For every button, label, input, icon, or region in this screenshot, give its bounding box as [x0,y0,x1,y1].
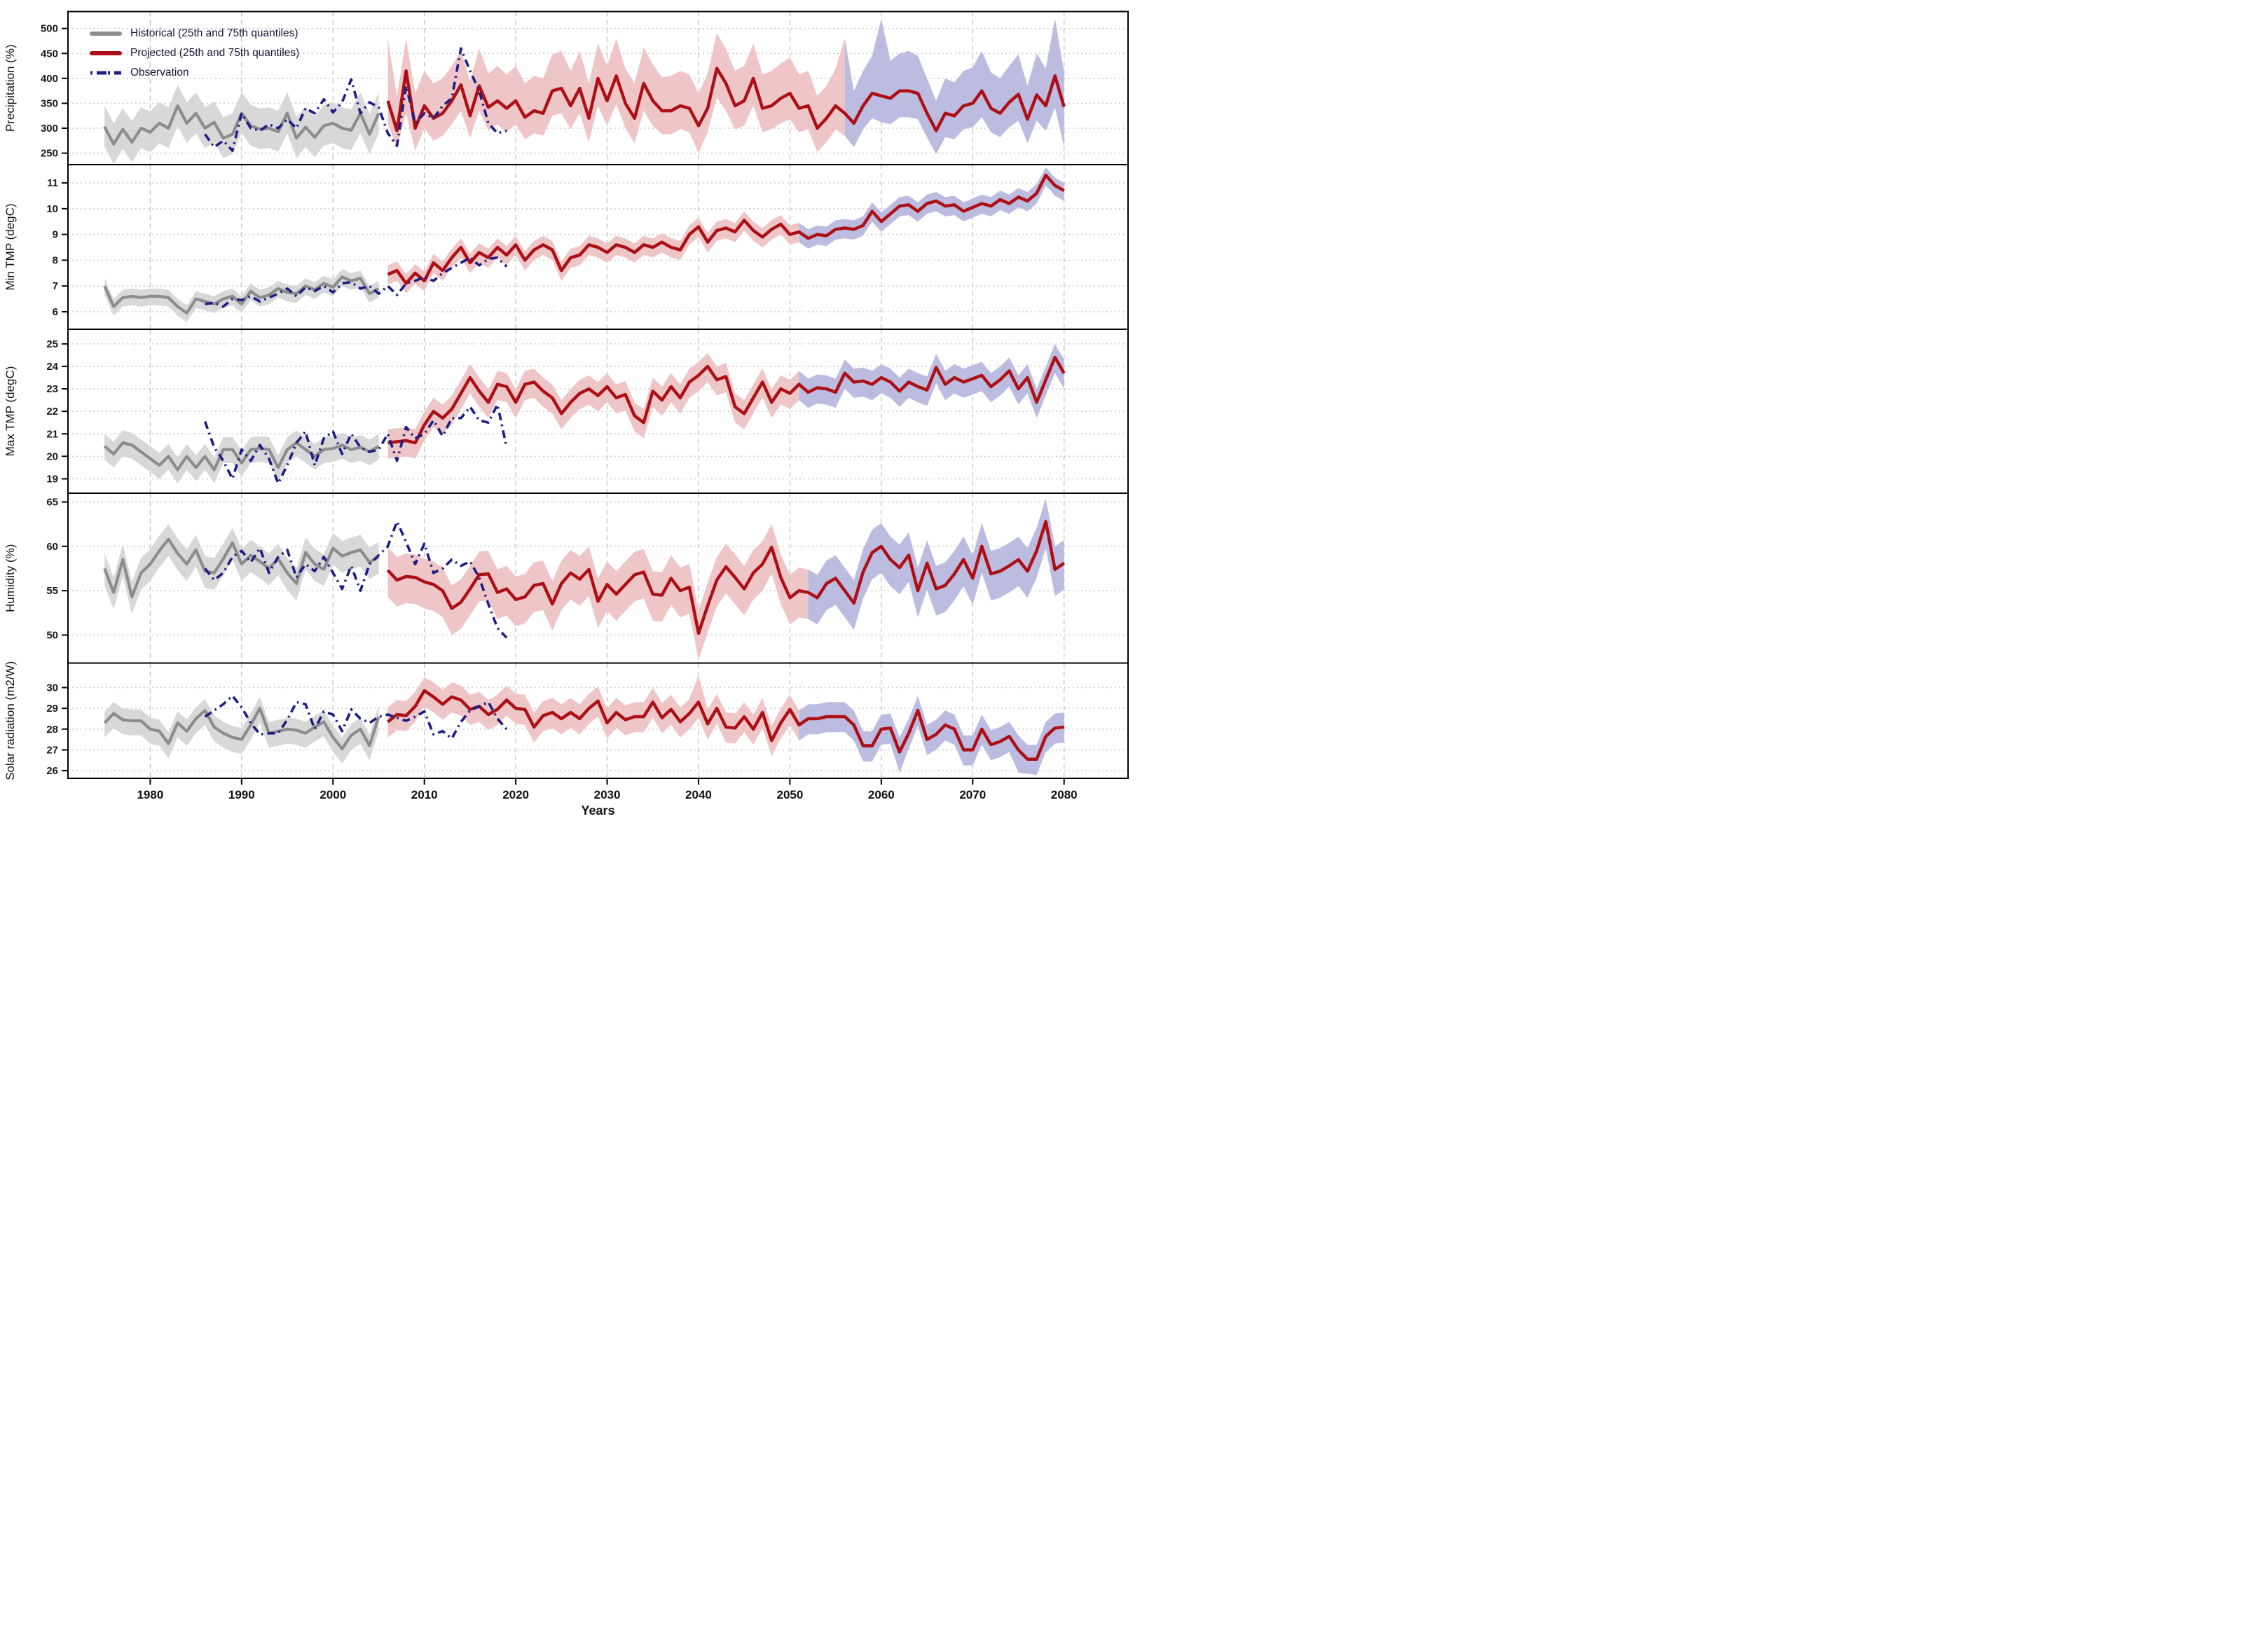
x-tick-label: 2030 [594,788,621,801]
y-tick-label: 11 [47,177,58,189]
y-tick-label: 10 [46,203,58,215]
y-tick-label: 7 [53,280,58,292]
panel-humidity: 50 55 60 65 Humidity (%) [4,492,1129,664]
projected-line-swatch-icon [90,51,122,55]
band-historical [104,696,379,764]
line-historical [103,275,380,315]
line-observation [205,256,508,308]
line-observation [204,520,508,639]
y-tick-label: 55 [46,585,58,597]
panel-min-tmp: 6 7 8 9 10 11 Min TMP (degC) [4,164,1129,330]
band-projected-near [387,524,809,660]
x-tick-label: 2060 [868,788,895,801]
x-tick-label: 2050 [776,788,803,801]
x-axis: 1980 1990 2000 2010 2020 2030 2040 2050 2060 2070… [137,778,1078,816]
line-historical [103,441,380,471]
line-projected [387,355,1066,445]
line-projected [386,520,1065,635]
y-tick-label: 21 [46,428,58,440]
y-tick-label: 6 [53,306,58,318]
y-tick-label: 19 [46,473,58,485]
panel-solar-radiation: 26 27 28 29 30 Solar radiation (m2/W) [4,661,1129,780]
line-observation [204,47,507,152]
y-tick-label: 500 [41,23,58,35]
panel-precipitation: 250 300 350 400 450 500 Precipitation (%) [4,11,1129,165]
legend-item-historical: Historical (25th and 75th quantiles) [90,27,299,41]
line-observation [203,403,508,485]
historical-line-swatch-icon [90,32,122,36]
x-tick-label: 2070 [959,788,986,801]
band-projected-near [387,33,845,153]
line-historical [103,104,380,146]
band-historical [104,430,379,483]
x-tick-label: 2020 [502,788,529,801]
x-tick-label: 2040 [685,788,712,801]
y-tick-label: 20 [46,450,58,462]
line-observation [204,694,508,740]
y-tick-label: 29 [46,703,58,715]
y-tick-label: 26 [46,765,58,777]
y-tick-label: 250 [41,148,58,160]
x-tick-label: 2010 [411,788,438,801]
band-projected-far [808,498,1064,630]
legend-item-projected: Projected (25th and 75th quantiles) [90,46,299,60]
y-axis-title: Precipitation (%) [4,44,17,132]
y-tick-label: 450 [41,48,58,60]
x-tick-label: 1980 [137,788,163,801]
legend-item-observation: Observation [90,66,299,80]
y-tick-label: 25 [46,338,58,350]
y-axis-title: Solar radiation (m2/W) [4,661,17,780]
x-tick-label: 1990 [228,788,255,801]
band-historical [104,269,379,322]
band-projected-far [799,167,1064,249]
x-tick-label: 2080 [1051,788,1078,801]
y-axis-title: Max TMP (degC) [4,366,17,457]
y-tick-label: 60 [46,541,58,553]
y-tick-label: 30 [46,682,58,694]
climate-projection-figure: 250 300 350 400 450 500 Precipitation (%) 6 7 8 9 1… [0,0,1134,816]
band-historical [104,85,379,165]
legend: Historical (25th and 75th quantiles) Pro… [90,27,299,85]
line-projected [387,173,1065,285]
y-axis-title: Humidity (%) [4,544,17,612]
y-tick-label: 65 [46,497,58,509]
band-projected-far [844,18,1064,155]
y-tick-label: 300 [41,123,58,135]
y-tick-label: 400 [41,73,58,85]
line-projected [387,689,1064,761]
y-axis-title: Min TMP (degC) [4,203,17,290]
band-projected-near [387,211,799,294]
y-tick-label: 50 [46,629,58,641]
band-projected-near [387,675,799,757]
y-tick-label: 22 [46,406,58,418]
multi-panel-chart: 250 300 350 400 450 500 Precipitation (%) 6 7 8 9 1… [4,11,1129,816]
y-tick-label: 8 [53,254,58,266]
y-tick-label: 24 [46,361,58,373]
observation-line-swatch-icon [90,71,121,75]
line-historical [103,706,380,751]
panel-max-tmp: 19 20 21 22 23 24 25 Max TMP (degC) [4,329,1129,494]
x-tick-label: 2000 [319,788,346,801]
line-projected [386,67,1066,132]
line-historical [103,537,380,599]
legend-label: Projected (25th and 75th quantiles) [130,47,300,59]
y-tick-label: 350 [41,97,58,109]
y-tick-label: 28 [46,724,58,736]
y-tick-label: 9 [53,229,58,241]
legend-label: Historical (25th and 75th quantiles) [130,27,298,39]
x-axis-title: Years [581,804,614,816]
panel-border [67,662,1129,779]
band-projected-near [387,352,799,459]
y-tick-label: 27 [46,744,58,756]
y-tick-label: 23 [46,383,58,395]
legend-label: Observation [130,67,189,78]
